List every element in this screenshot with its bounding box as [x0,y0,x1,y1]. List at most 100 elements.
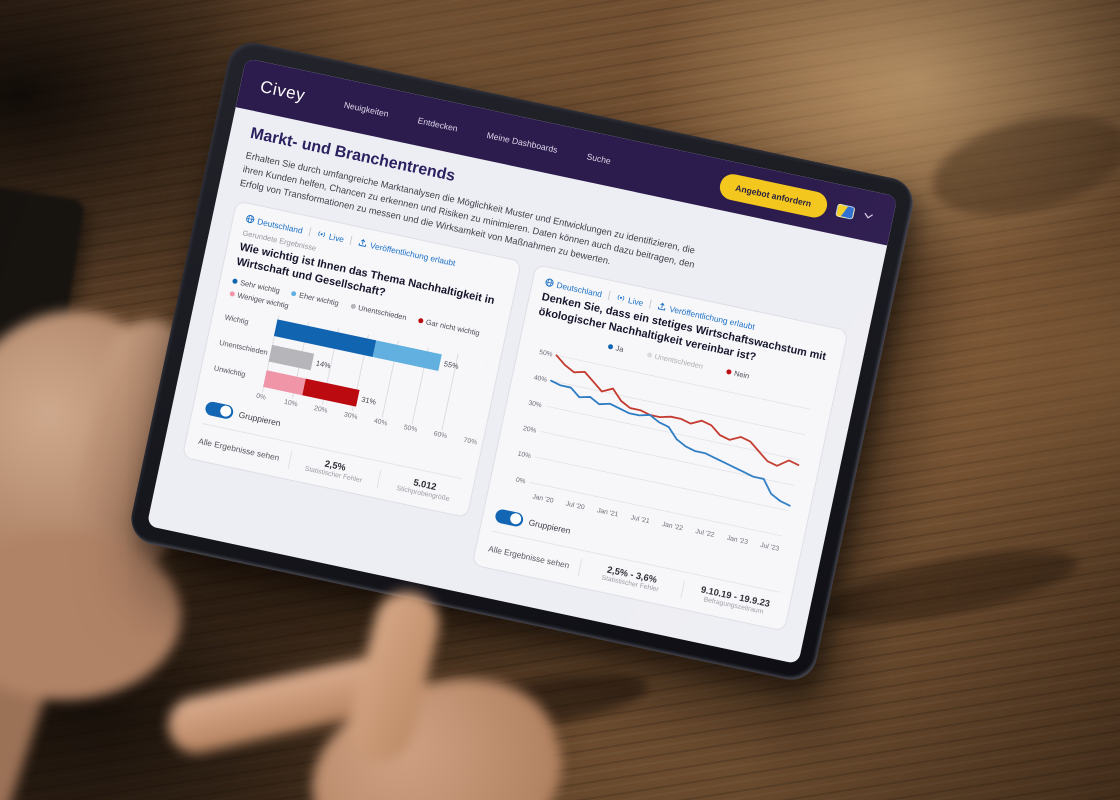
legend-dot [726,368,732,375]
civey-logo[interactable]: Civey [258,76,308,106]
chip-live[interactable]: Live [316,229,345,244]
divider [649,299,653,309]
alle-ergebnisse-link[interactable]: Alle Ergebnisse sehen [197,435,281,463]
tablet-device: Civey Neuigkeiten Entdecken Meine Dashboar… [126,38,918,685]
wood-grain-knot [817,535,1083,639]
line-series-nein [555,353,800,467]
publish-icon [658,303,666,311]
toggle-label: Gruppieren [237,409,282,428]
bar-total-label: 55% [443,359,460,371]
x-tick-label: 0% [255,392,267,402]
gridline [551,379,806,435]
y-tick-label: 50% [539,348,554,358]
x-tick-label: Jul '23 [760,541,780,552]
globe-icon [545,278,554,288]
chip-label: Live [327,231,345,245]
x-tick-label: 60% [433,429,448,440]
live-signal-icon [617,295,625,302]
chip-live[interactable]: Live [616,292,645,308]
chevron-down-icon[interactable] [863,212,873,220]
divider [377,469,382,488]
legend-dot [607,343,614,350]
poll-card-nachhaltigkeit: Deutschland Live Veröffentlichung erlaubt … [181,200,522,518]
legend-label: Nein [733,368,751,381]
line-series-ja [550,379,791,507]
tablet-screen: Civey Neuigkeiten Entdecken Meine Dashboar… [146,58,898,665]
legend-dot [232,277,239,284]
nav-item-entdecken[interactable]: Entdecken [416,115,459,134]
legend-dot [291,290,297,297]
gridline [534,456,789,511]
stat-stichprobengroesse: 5.012 Stichprobengröße [388,472,461,504]
chip-deutschland[interactable]: Deutschland [245,214,304,235]
x-tick-label: 20% [313,404,329,415]
legend-item-eher-wichtig[interactable]: Eher wichtig [291,288,340,307]
poll-cards: Deutschland Live Veröffentlichung erlaubt … [172,200,849,632]
legend-dot [229,290,236,297]
x-tick-label: Jan '21 [597,507,620,518]
x-tick-label: Jan '20 [532,493,555,504]
divider [577,558,582,577]
stat-statistischer-fehler: 2,5% Statistischer Fehler [298,453,371,485]
filter-chips: Deutschland Live Veröffentlichung erlaubt [544,277,834,348]
legend-item-nein[interactable]: Nein [726,366,751,381]
legend-label: Ja [614,342,625,354]
left-palm-heel [0,530,181,700]
chip-deutschland[interactable]: Deutschland [544,277,603,299]
stat-befragungszeitraum: 9.10.19 - 19.9.23 Befragungszeitraum [691,583,778,618]
live-signal-icon [318,231,325,238]
legend-dot [350,302,356,309]
chip-ver-ffentlichung-erlaubt[interactable]: Veröffentlichung erlaubt [358,238,457,268]
poll-card-wirtschaftswachstum: Deutschland Live Veröffentlichung erlaubt … [471,263,849,632]
legend-dot [646,351,653,358]
legend-label: Gar nicht wichtig [425,316,481,338]
nav-item-meine-dashboards[interactable]: Meine Dashboards [485,130,559,155]
gridline [529,481,784,537]
x-tick-label: Jul '22 [695,528,715,539]
legend-label: Unentschieden [357,302,408,322]
bar-total-label: 31% [360,394,377,407]
left-hand-holding-tablet [0,260,280,800]
gruppieren-toggle[interactable] [494,507,525,528]
x-tick-label: Jan '22 [661,520,684,531]
x-tick-label: 10% [283,398,299,408]
gruppieren-toggle[interactable] [204,400,235,420]
legend-dot [417,317,424,324]
divider [308,227,312,237]
nav-item-suche[interactable]: Suche [585,151,612,167]
x-tick-label: 50% [403,423,418,434]
chip-ver-ffentlichung-erlaubt[interactable]: Veröffentlichung erlaubt [657,301,756,331]
legend-label: Unentschieden [653,351,704,371]
y-tick-label: 20% [522,425,537,435]
bar-total-label: 14% [315,358,332,371]
y-tick-label: 40% [533,374,548,384]
nav-item-neuigkeiten[interactable]: Neuigkeiten [343,99,390,119]
bar-category-label: Unwichtig [213,363,247,379]
navbar: Civey Neuigkeiten Entdecken Meine Dashboar… [235,58,898,246]
line-chart: 50% 40% 30% 20% 10% 0% Jan '20 Jul '20 Jan '21 Ju… [499,341,820,561]
x-tick-label: Jan '23 [726,534,749,545]
language-flag-icon[interactable] [835,202,856,220]
bar-category-label: Unentschieden [218,337,269,357]
divider [680,580,686,599]
alle-ergebnisse-link[interactable]: Alle Ergebnisse sehen [487,543,571,571]
divider [349,236,353,246]
x-tick-label: 30% [343,410,359,421]
legend-item-ja[interactable]: Ja [607,341,624,353]
bar-category-label: Wichtig [223,312,250,327]
x-tick-label: Jul '20 [565,500,585,511]
y-tick-label: 10% [517,450,532,460]
line-chart-svg: 50% 40% 30% 20% 10% 0% Jan '20 Jul '20 Jan '21 Ju… [515,348,811,552]
divider [607,291,611,301]
y-tick-label: 0% [515,476,526,485]
y-tick-label: 30% [528,399,543,409]
chip-label: Live [627,294,645,308]
x-tick-label: 40% [373,417,389,427]
navbar-right: Angebot anfordern [717,171,875,230]
toggle-label: Gruppieren [527,516,572,536]
globe-icon [246,215,255,224]
gridline [556,354,811,410]
x-tick-label: Jul '21 [630,514,650,525]
main-content: Markt- und Branchentrends Erhalten Sie d… [147,107,887,664]
